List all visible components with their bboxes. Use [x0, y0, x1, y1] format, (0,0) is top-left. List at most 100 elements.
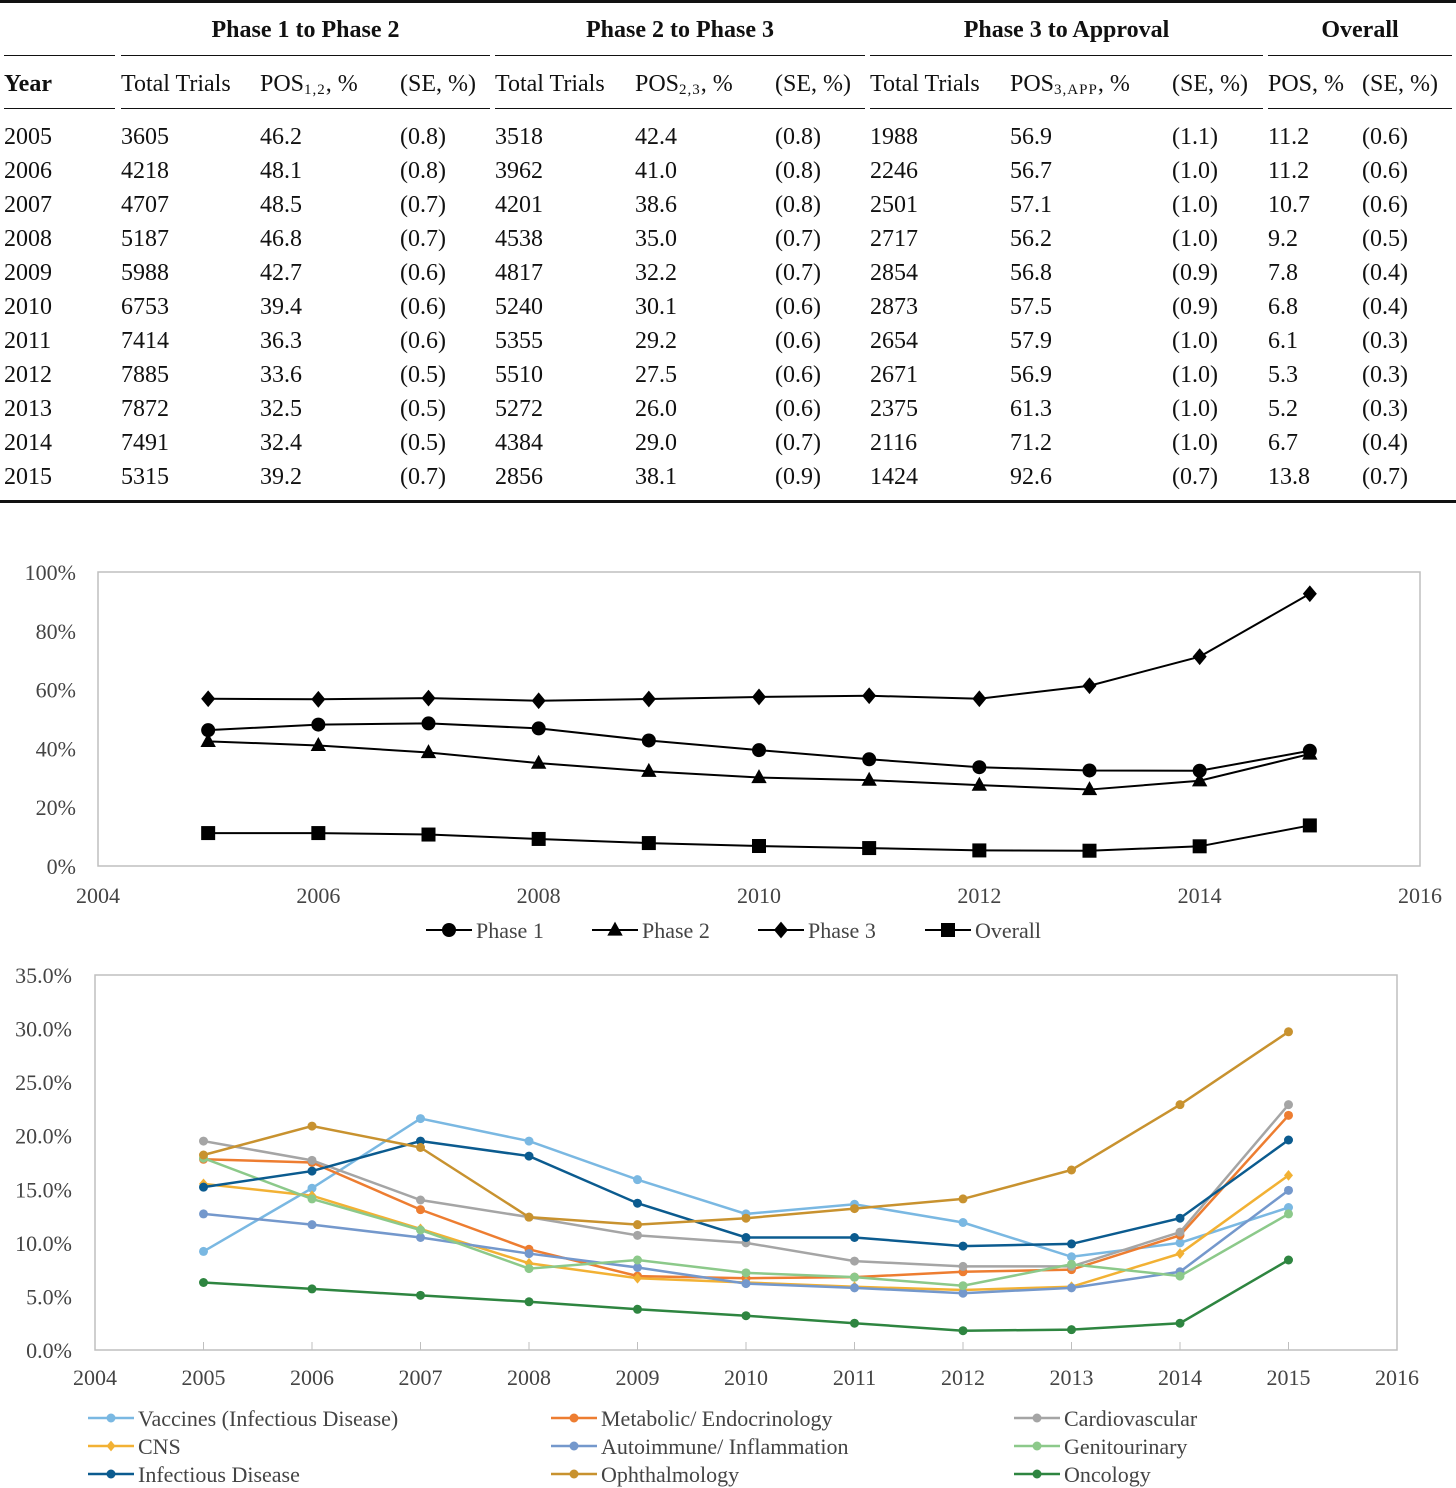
data-point: [633, 1255, 642, 1265]
data-point: [1175, 1227, 1185, 1237]
table-cell: (0.3): [1362, 362, 1408, 388]
table-cell: (1.0): [1172, 362, 1218, 388]
legend-label: Phase 1: [476, 918, 544, 943]
data-point: [850, 1283, 859, 1293]
group-header: Overall: [1321, 17, 1399, 43]
table-cell: 46.2: [260, 124, 302, 150]
data-point: [524, 1249, 534, 1259]
data-point: [524, 1136, 534, 1146]
data-point: [1082, 843, 1097, 858]
table-cell: 30.1: [635, 294, 677, 320]
table-cell: 7885: [121, 362, 169, 388]
table-cell: 2011: [4, 328, 52, 354]
table-cell: (0.3): [1362, 328, 1408, 354]
series-line: [203, 1114, 1290, 1280]
data-point: [752, 839, 766, 854]
table-cell: (0.8): [400, 124, 446, 150]
x-tick-label: 2009: [616, 1365, 660, 1390]
data-point: [1067, 1165, 1076, 1175]
table-cell: 27.5: [635, 362, 677, 388]
legend-marker: [1032, 1469, 1042, 1479]
data-point: [641, 762, 657, 777]
data-point: [530, 754, 547, 769]
table-cell: 5240: [495, 294, 543, 320]
data-point: [741, 1213, 751, 1223]
data-point: [201, 723, 216, 738]
data-point: [1192, 839, 1207, 854]
x-tick-label: 2004: [73, 1365, 117, 1390]
subscript: 2,3: [679, 82, 701, 98]
data-point: [199, 1182, 208, 1192]
subscript: 3,APP: [1054, 82, 1098, 98]
table-cell: 4201: [495, 192, 543, 218]
table-cell: (0.7): [775, 260, 821, 286]
data-point: [199, 1150, 208, 1160]
x-tick-label: 2011: [833, 1365, 876, 1390]
table-cell: 56.9: [1010, 362, 1052, 388]
data-point: [307, 1166, 317, 1176]
data-point: [971, 776, 988, 791]
table-cell: 3518: [495, 124, 543, 150]
legend-marker: [1032, 1441, 1042, 1451]
data-point: [1302, 818, 1317, 833]
legend-label: Genitourinary: [1064, 1434, 1187, 1459]
x-tick-label: 2004: [76, 883, 120, 908]
data-point: [850, 1233, 859, 1242]
table-cell: 9.2: [1268, 226, 1298, 252]
table-cell: 4538: [495, 226, 543, 252]
data-point: [633, 1263, 642, 1272]
column-header: (SE, %): [1362, 71, 1438, 97]
table-cell: 42.4: [635, 124, 677, 150]
data-point: [310, 737, 327, 752]
data-point: [1284, 1185, 1293, 1195]
data-point: [307, 1194, 317, 1204]
table-cell: 32.2: [635, 260, 677, 286]
data-point: [1284, 1203, 1293, 1212]
table-cell: (0.8): [775, 124, 821, 150]
series-line: [203, 1030, 1290, 1226]
table-cell: (0.8): [775, 192, 821, 218]
data-point: [850, 1256, 859, 1266]
x-tick-label: 2016: [1398, 883, 1442, 908]
header-rule: [4, 55, 115, 56]
column-header: Total Trials: [870, 71, 980, 97]
table-cell: 2116: [870, 430, 918, 456]
data-point: [1175, 1271, 1185, 1281]
column-header: POS2,3, %: [635, 71, 733, 98]
legend-label: Autoimmune/ Inflammation: [601, 1434, 848, 1459]
table-cell: 5187: [121, 226, 169, 252]
legend-marker: [569, 1469, 579, 1479]
table-cell: 2856: [495, 464, 543, 490]
table-cell: (0.7): [775, 226, 821, 252]
table-cell: (0.3): [1362, 396, 1408, 422]
y-tick-label: 5.0%: [26, 1284, 72, 1309]
table-cell: (0.6): [775, 328, 821, 354]
data-point: [416, 1225, 425, 1235]
header-rule: [495, 55, 865, 56]
data-point: [307, 1284, 317, 1294]
table-cell: 5315: [121, 464, 169, 490]
table-cell: 1988: [870, 124, 918, 150]
data-point: [421, 716, 436, 731]
data-point: [307, 1121, 317, 1131]
x-tick-label: 2014: [1158, 1365, 1202, 1390]
table-cell: 2717: [870, 226, 918, 252]
data-point: [531, 692, 546, 710]
table-cell: 56.2: [1010, 226, 1052, 252]
header-rule: [870, 55, 1263, 56]
table-cell: 3962: [495, 158, 543, 184]
legend-label: Phase 2: [642, 918, 710, 943]
table-cell: 7872: [121, 396, 169, 422]
data-point: [201, 826, 216, 841]
table-cell: 2671: [870, 362, 918, 388]
x-tick-label: 2015: [1267, 1365, 1311, 1390]
table-cell: 2375: [870, 396, 918, 422]
group-header: Phase 2 to Phase 3: [586, 17, 774, 43]
data-point: [420, 744, 437, 759]
top-rule: [0, 0, 1456, 3]
data-point: [1067, 1252, 1076, 1262]
legend-marker: [442, 923, 456, 937]
data-point: [641, 836, 656, 851]
table-cell: (0.7): [400, 226, 446, 252]
data-point: [1082, 763, 1097, 778]
